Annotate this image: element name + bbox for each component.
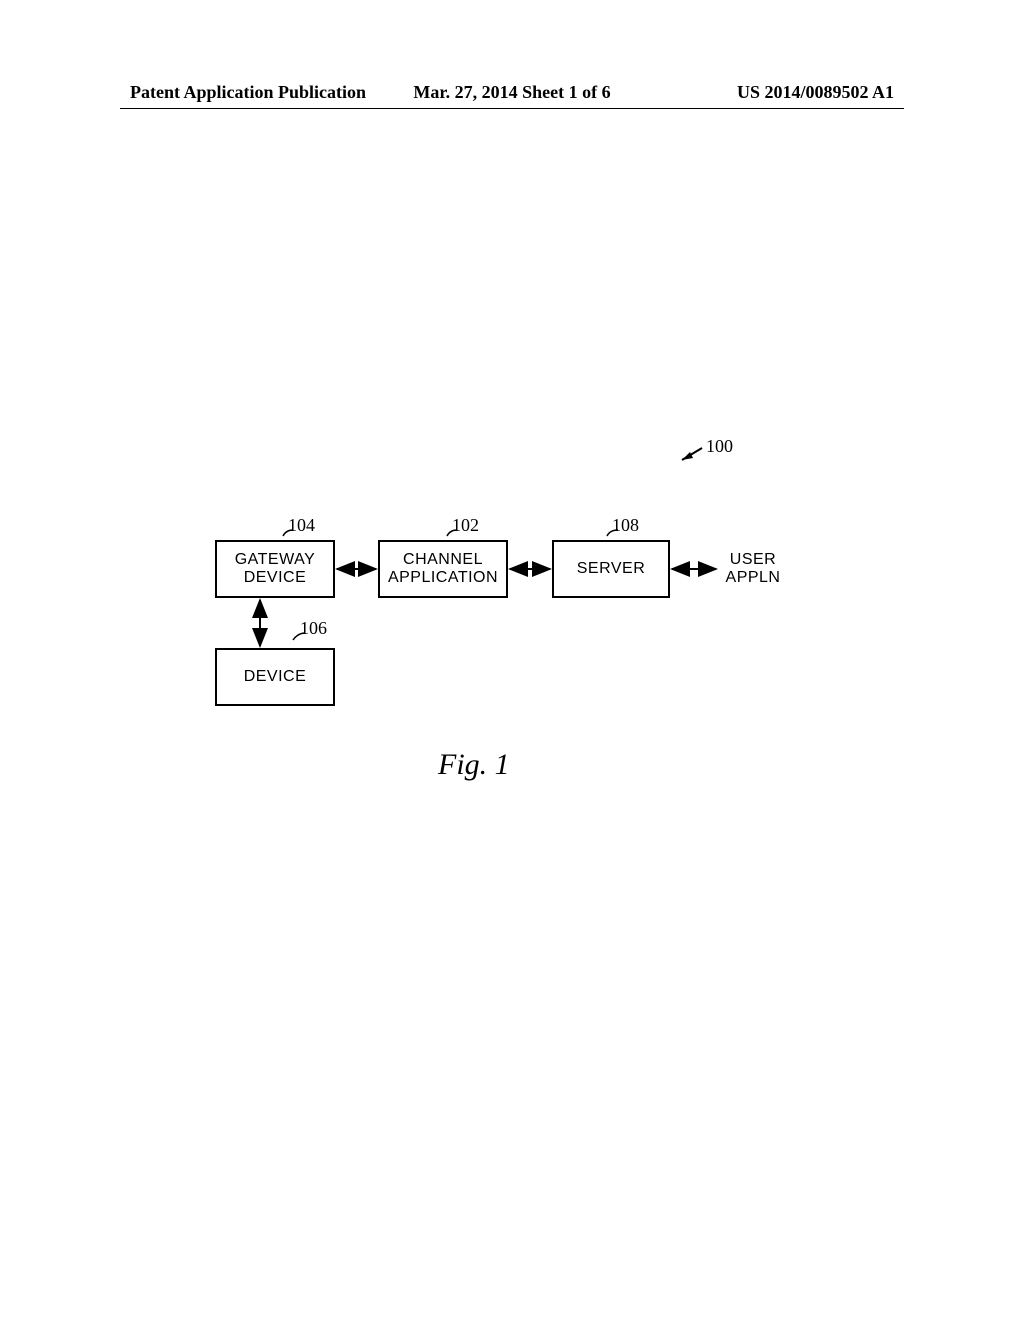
connector-arrows: [0, 0, 1024, 1320]
ref-102-tick: [0, 0, 1024, 1320]
ref-104-tick: [0, 0, 1024, 1320]
box-device: DEVICE: [215, 648, 335, 706]
box-channel-line1: CHANNEL: [403, 551, 483, 569]
box-gateway-line2: DEVICE: [244, 569, 307, 587]
box-server-line1: SERVER: [577, 560, 646, 578]
ref-100-leader: [0, 0, 1024, 1320]
figure-caption: Fig. 1: [438, 748, 510, 782]
box-channel-line2: APPLICATION: [388, 569, 498, 587]
publication-date-sheet: Mar. 27, 2014 Sheet 1 of 6: [413, 82, 610, 103]
box-gateway-device: GATEWAY DEVICE: [215, 540, 335, 598]
publication-type: Patent Application Publication: [130, 82, 366, 103]
ref-108: 108: [612, 515, 639, 536]
box-server: SERVER: [552, 540, 670, 598]
box-user-appln: USER APPLN: [720, 548, 786, 590]
ref-106: 106: [300, 618, 327, 639]
box-user-line1: USER: [730, 551, 776, 569]
ref-106-tick: [0, 0, 1024, 1320]
ref-102: 102: [452, 515, 479, 536]
ref-104: 104: [288, 515, 315, 536]
ref-108-tick: [0, 0, 1024, 1320]
box-user-line2: APPLN: [726, 569, 781, 587]
box-gateway-line1: GATEWAY: [235, 551, 316, 569]
box-channel-application: CHANNEL APPLICATION: [378, 540, 508, 598]
header-rule: [120, 108, 904, 109]
ref-100: 100: [706, 436, 733, 457]
box-device-line1: DEVICE: [244, 668, 307, 686]
publication-number: US 2014/0089502 A1: [737, 82, 894, 103]
